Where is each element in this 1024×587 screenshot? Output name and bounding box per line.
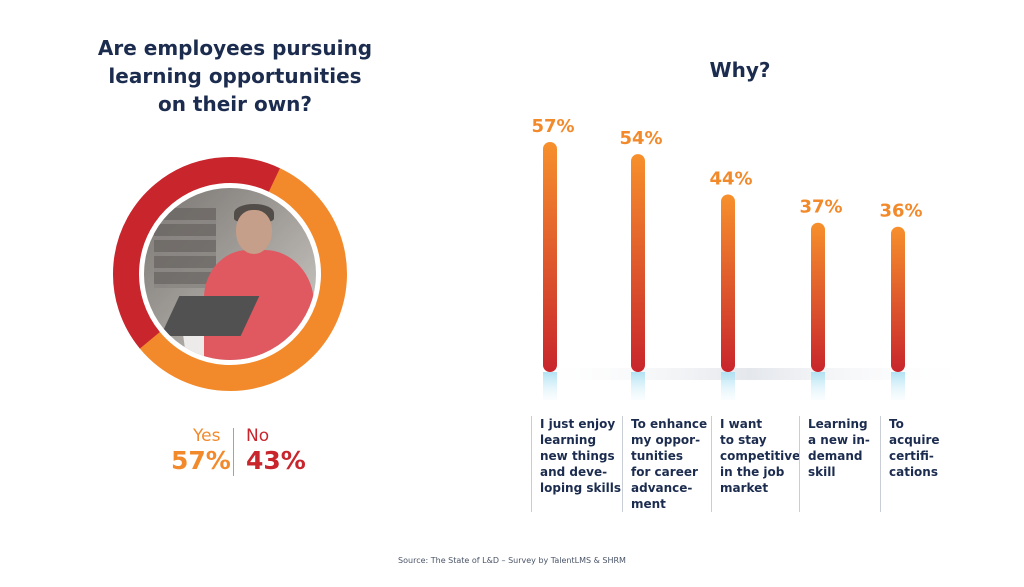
man-at-laptop-photo <box>144 188 316 360</box>
bar-category-label: I just enjoy learning new things and deve-l… <box>531 416 621 512</box>
bar-reflection <box>631 372 645 400</box>
donut-title-line: Are employees pursuing <box>97 36 373 60</box>
bar-category-line: in the job <box>720 465 785 479</box>
bar-value-label: 44% <box>709 168 752 189</box>
bar-value-label: 57% <box>531 116 574 137</box>
bar-reflection <box>721 372 735 400</box>
bar-category-line: a new in- <box>808 433 870 447</box>
bar-category-line: new things <box>540 449 615 463</box>
bar-floor <box>520 368 980 380</box>
bar <box>631 154 645 372</box>
bar-category-line: acquire <box>889 433 940 447</box>
yes-value: 57% <box>171 446 231 475</box>
bar-category-line: I just enjoy <box>540 417 616 431</box>
yes-no-divider <box>233 428 234 476</box>
bar-category-line: ment <box>631 497 666 511</box>
bar-value-label: 36% <box>879 201 922 222</box>
yes-label: Yes <box>193 426 221 446</box>
bar-category-line: demand <box>808 449 863 463</box>
donut-title: Are employees pursuing learning opportun… <box>90 34 380 118</box>
no-label: No <box>246 426 270 446</box>
bar-category-line: tunities <box>631 449 684 463</box>
bar <box>543 142 557 372</box>
bar-category-line: and deve- <box>540 465 608 479</box>
bar <box>891 226 905 372</box>
bar-reflection <box>811 372 825 400</box>
bar-value-label: 54% <box>619 128 662 149</box>
bar-category-label: Learning a new in-demand skill <box>799 416 870 512</box>
bar-category-line: learning <box>540 433 597 447</box>
bar-category-line: my oppor- <box>631 433 701 447</box>
bar-category-line: market <box>720 481 769 495</box>
donut-chart <box>112 157 347 391</box>
bar-chart: 57% 54% 44% 37% 36% <box>520 116 980 400</box>
why-title: Why? <box>709 58 771 82</box>
bar-category-line: Learning <box>808 417 868 431</box>
bar-category-line: To <box>889 417 904 431</box>
bar-category-line: to stay <box>720 433 767 447</box>
donut-title-line: learning opportunities <box>108 64 362 88</box>
source-note: Source: The State of L&D – Survey by Tal… <box>398 556 626 565</box>
bar <box>811 222 825 372</box>
bar-category-label: To acquire certifi-cations <box>880 416 940 512</box>
bar-category-line: certifi- <box>889 449 934 463</box>
bar-category-line: I want <box>720 417 763 431</box>
bar-category-line: cations <box>889 465 938 479</box>
bar-value-label: 37% <box>799 197 842 218</box>
bar <box>721 194 735 372</box>
bar-category-line: skill <box>808 465 836 479</box>
bar-category-line: for career <box>631 465 698 479</box>
bar-category-line: competitive <box>720 449 801 463</box>
bar-reflection <box>891 372 905 400</box>
bar-category-line: loping skills <box>540 481 621 495</box>
bar-category-label: I want to stay competitive in the job market <box>711 416 800 512</box>
bar-category-line: To enhance <box>631 417 708 431</box>
no-value: 43% <box>246 446 306 475</box>
bar-reflection <box>543 372 557 400</box>
donut-title-line: on their own? <box>157 92 313 116</box>
bar-category-label: To enhance my oppor-tunities for career adv… <box>622 416 707 512</box>
bar-category-line: advance- <box>631 481 693 495</box>
